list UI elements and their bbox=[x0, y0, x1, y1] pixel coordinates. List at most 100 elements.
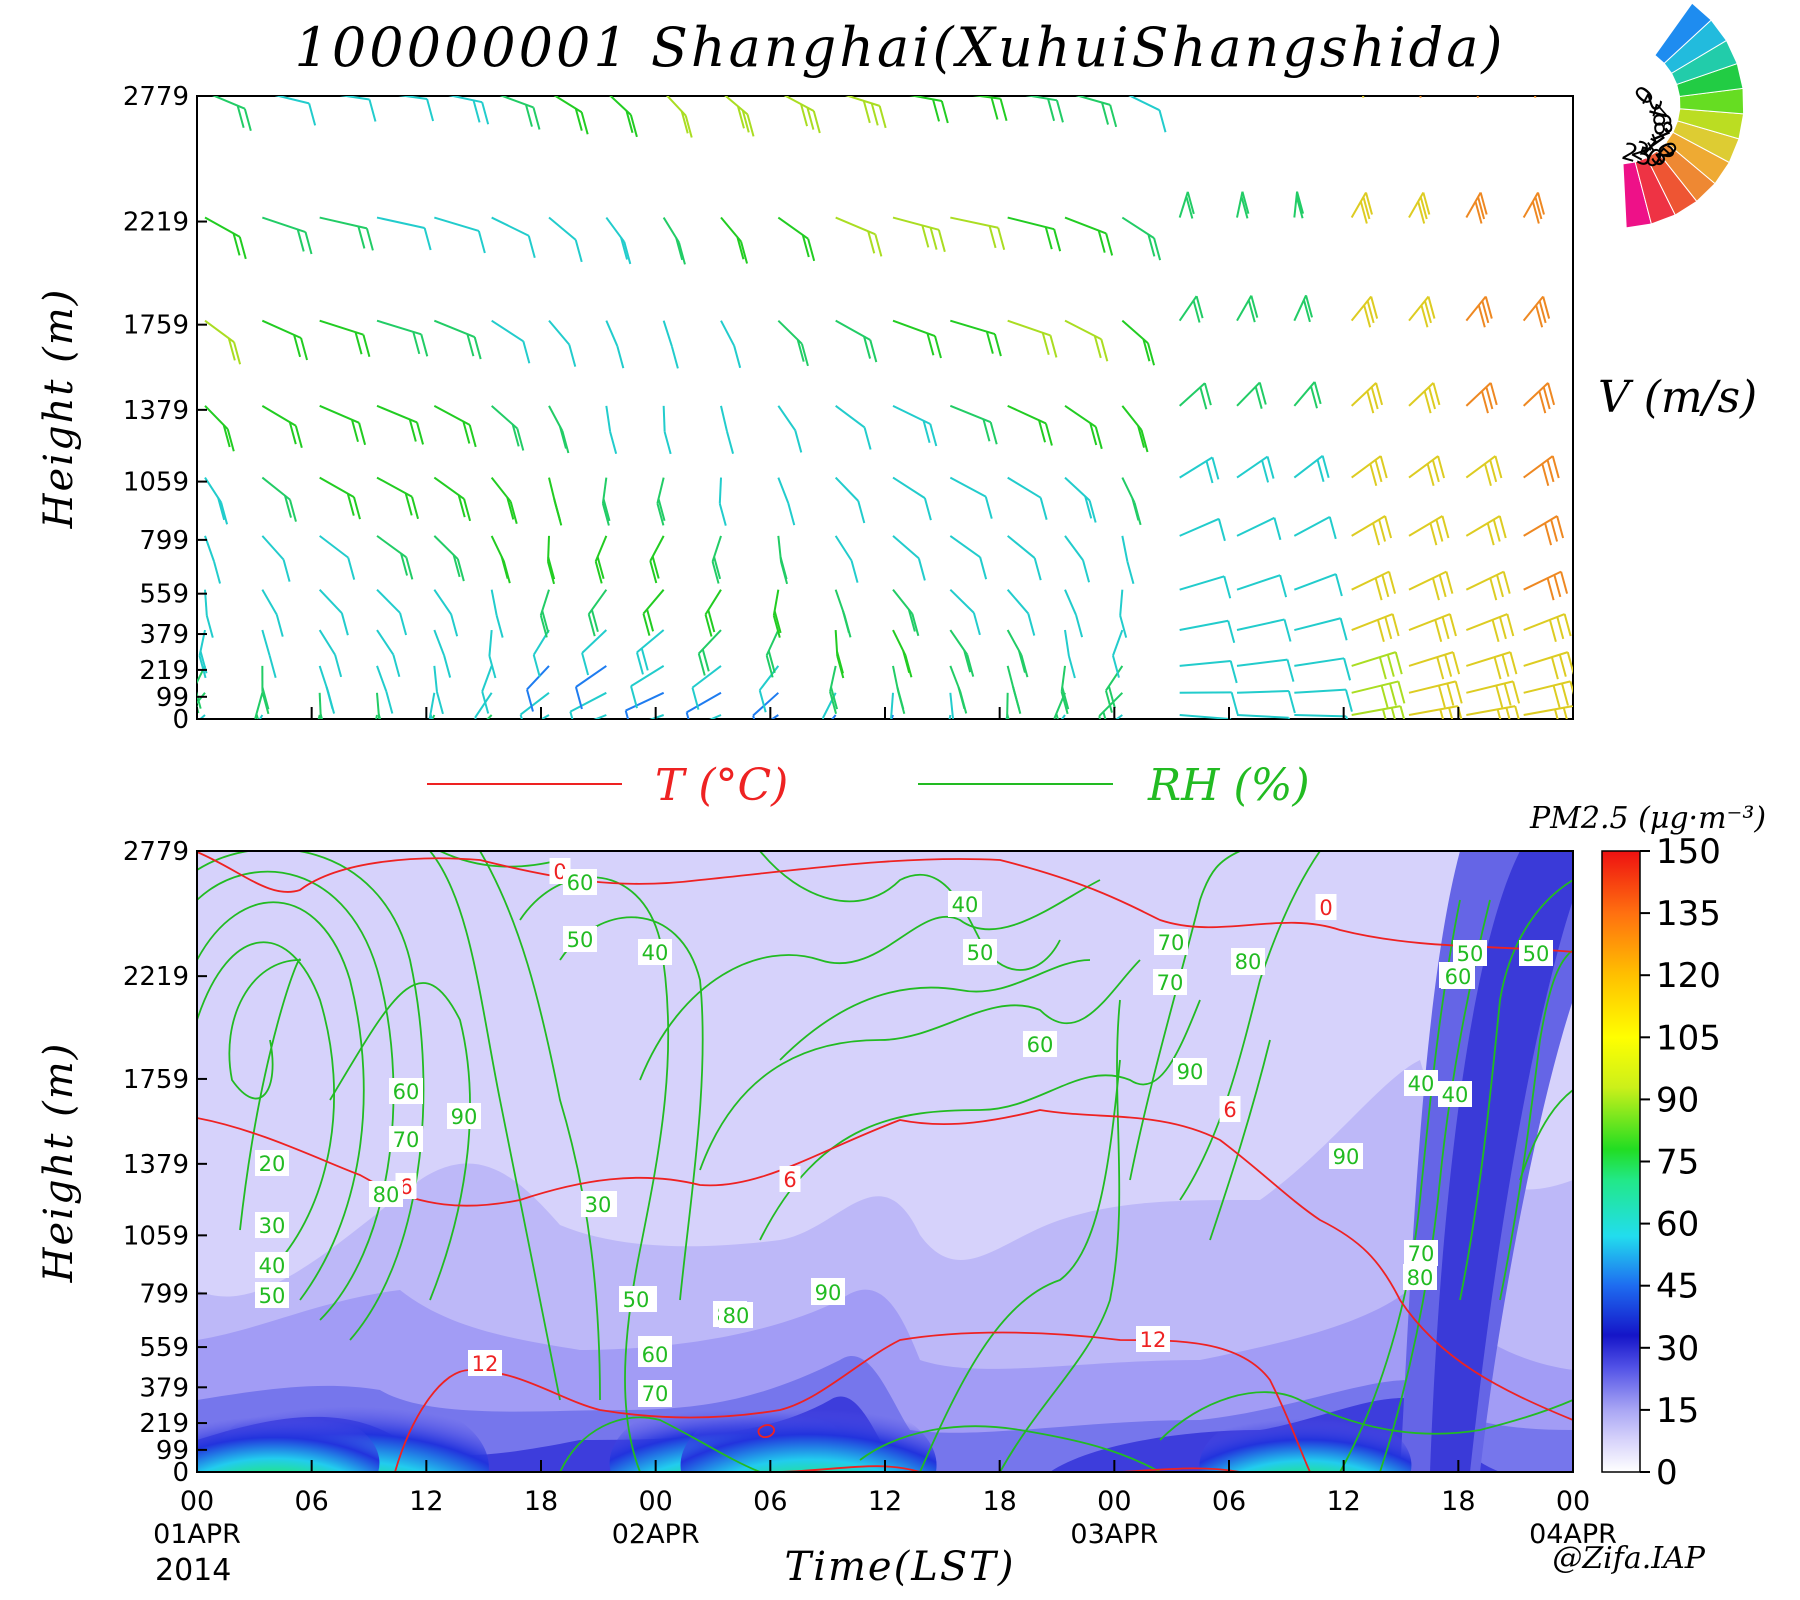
wind-barb bbox=[594, 535, 608, 584]
wind-barb bbox=[704, 589, 722, 637]
x-tick-label: 12 bbox=[868, 1486, 902, 1517]
pm-upper-plume-core bbox=[1430, 851, 1573, 1472]
wind-barb bbox=[319, 216, 374, 251]
wind-barb bbox=[1523, 570, 1569, 601]
wind-barbs bbox=[197, 96, 1573, 719]
rh-contour bbox=[429, 851, 561, 1401]
contour-label-box bbox=[255, 1282, 289, 1308]
wind-barb bbox=[548, 320, 577, 367]
wind-barb bbox=[834, 476, 866, 524]
wind-y-axis-label: Height (m) bbox=[36, 288, 82, 530]
y-tick-label: 2219 bbox=[123, 208, 189, 238]
wind-barb bbox=[211, 96, 252, 131]
wind-barb bbox=[777, 319, 809, 367]
temperature-contour bbox=[197, 1109, 1573, 1421]
wind-barb bbox=[1408, 570, 1454, 601]
rh-contour bbox=[329, 982, 471, 1301]
wind-barb bbox=[1064, 216, 1114, 256]
contour-label-box bbox=[1315, 894, 1337, 920]
wind-barb bbox=[1005, 714, 1009, 719]
wind-barb bbox=[319, 476, 361, 520]
wind-barb bbox=[1064, 476, 1097, 523]
pm-hotspot bbox=[197, 1404, 380, 1472]
wind-barb bbox=[1007, 404, 1053, 446]
wind-barb bbox=[1007, 476, 1048, 520]
wind-barb bbox=[892, 665, 906, 715]
wind-barb bbox=[1112, 629, 1124, 678]
wind-barb bbox=[1351, 613, 1400, 643]
y-tick-label: 799 bbox=[139, 1279, 189, 1309]
wind-barb bbox=[258, 714, 264, 719]
rh-contour bbox=[759, 999, 1201, 1241]
wind-barb bbox=[569, 691, 607, 719]
wind-barb bbox=[1408, 515, 1450, 546]
contour-label-box bbox=[1023, 1031, 1057, 1057]
contour-label: 60 bbox=[1027, 1033, 1054, 1057]
wind-barb bbox=[1465, 382, 1498, 414]
x-tick-label: 12 bbox=[409, 1486, 443, 1517]
colorbar-tick-label: 135 bbox=[1656, 894, 1721, 934]
wind-speed-legend-label: V (m/s) bbox=[1598, 372, 1757, 423]
x-tick-label: 00 bbox=[1556, 1486, 1590, 1517]
wind-barb bbox=[1236, 381, 1267, 409]
wind-barb bbox=[892, 589, 920, 637]
wind-barb bbox=[1064, 319, 1109, 362]
wind-barb bbox=[548, 477, 563, 526]
contour-label-box bbox=[369, 1181, 403, 1207]
wind-barb bbox=[835, 405, 872, 450]
wind-barb bbox=[375, 714, 378, 719]
wind-barb bbox=[829, 665, 839, 715]
wind-barb bbox=[1064, 535, 1091, 583]
credit: @Zifa.IAP bbox=[1552, 1541, 1705, 1576]
colorbar-tick-label: 60 bbox=[1656, 1205, 1699, 1245]
wind-barb bbox=[1408, 382, 1441, 414]
wind-barb bbox=[892, 476, 932, 521]
wind-barb bbox=[1178, 295, 1204, 323]
wind-barb bbox=[718, 477, 727, 526]
rh-contour bbox=[197, 851, 425, 1341]
wind-barb bbox=[1179, 714, 1233, 719]
wind-barb bbox=[909, 96, 949, 124]
wind-barb bbox=[339, 96, 377, 122]
contour-label: 70 bbox=[1158, 931, 1185, 955]
wind-barb bbox=[204, 216, 247, 260]
wind-barb bbox=[490, 476, 518, 525]
colorbar-tick-label: 120 bbox=[1656, 956, 1721, 996]
contour-label-box bbox=[563, 869, 597, 895]
wind-barb bbox=[490, 589, 504, 638]
wind-barb bbox=[949, 476, 993, 519]
y-tick-label: 1759 bbox=[123, 311, 189, 341]
rh-contour bbox=[1499, 949, 1573, 1301]
contour-label: 0 bbox=[1319, 896, 1332, 920]
wind-barb bbox=[1179, 517, 1226, 542]
rh-contour bbox=[759, 851, 1061, 971]
x-tick-label: 00 bbox=[638, 1486, 672, 1517]
wind-barb bbox=[553, 96, 589, 135]
wind-barb bbox=[1236, 658, 1295, 682]
wind-barb bbox=[1522, 192, 1545, 224]
contour-label: 80 bbox=[373, 1183, 400, 1207]
wind-barb bbox=[892, 216, 946, 253]
wind-barb bbox=[770, 714, 779, 719]
contour-label: 90 bbox=[451, 1105, 478, 1129]
wind-barb bbox=[491, 405, 525, 451]
wind-barb bbox=[1007, 216, 1062, 252]
wind-barb bbox=[1115, 714, 1123, 719]
rh-contour bbox=[779, 959, 1091, 1061]
x-tick-label: 06 bbox=[1212, 1486, 1246, 1517]
line-legend: T (°C) RH (%) bbox=[427, 760, 1310, 811]
wind-barb bbox=[1007, 319, 1058, 358]
wind-barb bbox=[1121, 405, 1149, 453]
contour-label-box bbox=[948, 891, 982, 917]
wind-speed-fan-label: 8 bbox=[1647, 118, 1677, 138]
wind-barb bbox=[624, 691, 665, 719]
wind-barb bbox=[1293, 515, 1337, 540]
rh-contour bbox=[1519, 1089, 1573, 1181]
contour-label-box bbox=[779, 1166, 801, 1192]
wind-barb bbox=[433, 589, 459, 637]
